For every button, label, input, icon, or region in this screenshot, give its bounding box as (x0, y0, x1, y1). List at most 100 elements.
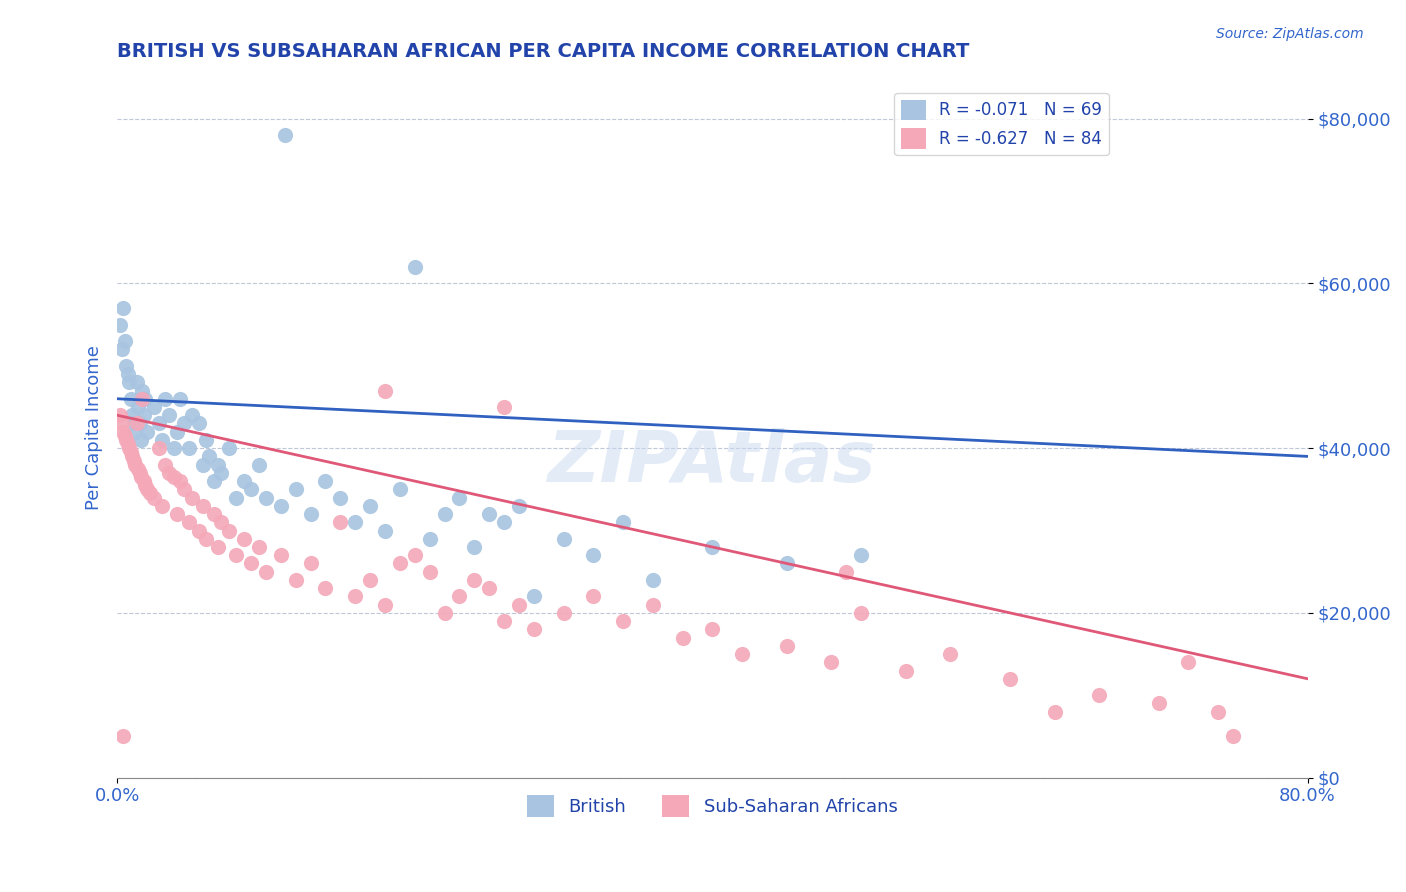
Point (270, 499, 292, 513)
Point (553, 606, 575, 620)
Point (131, 384, 153, 398)
Point (270, 548, 292, 562)
Point (508, 499, 530, 513)
Point (254, 491, 277, 505)
Point (122, 453, 145, 467)
Point (523, 590, 546, 604)
Point (120, 445, 142, 459)
Point (177, 516, 200, 530)
Point (195, 433, 218, 447)
Y-axis label: Per Capita Income: Per Capita Income (86, 345, 103, 510)
Point (121, 450, 143, 464)
Point (188, 524, 211, 538)
Point (134, 478, 156, 492)
Point (449, 491, 471, 505)
Point (247, 540, 270, 554)
Point (1147, 697, 1170, 711)
Point (315, 581, 337, 595)
Point (404, 260, 426, 274)
Point (150, 433, 173, 447)
Point (112, 301, 135, 315)
Point (198, 450, 221, 464)
Point (117, 437, 139, 451)
Point (115, 433, 138, 447)
Point (232, 474, 254, 488)
Point (284, 483, 307, 497)
Point (124, 425, 146, 439)
Point (492, 614, 515, 628)
Point (433, 606, 456, 620)
Point (284, 573, 307, 587)
Point (612, 516, 634, 530)
Point (776, 639, 799, 653)
Point (463, 573, 485, 587)
Point (202, 474, 225, 488)
Point (374, 524, 396, 538)
Point (998, 672, 1021, 686)
Point (112, 425, 135, 439)
Point (315, 474, 337, 488)
Point (388, 557, 411, 571)
Point (108, 408, 131, 422)
Point (114, 334, 136, 348)
Point (131, 392, 153, 406)
Point (127, 400, 149, 414)
Point (254, 565, 277, 579)
Point (114, 429, 136, 443)
Point (612, 614, 634, 628)
Point (202, 507, 225, 521)
Point (148, 417, 170, 431)
Point (163, 470, 186, 484)
Point (492, 516, 515, 530)
Point (218, 441, 240, 455)
Point (173, 417, 195, 431)
Point (582, 548, 605, 562)
Point (1088, 688, 1111, 702)
Point (108, 318, 131, 332)
Point (188, 417, 211, 431)
Point (209, 466, 232, 480)
Point (177, 441, 200, 455)
Point (112, 730, 135, 744)
Point (835, 565, 858, 579)
Point (359, 573, 381, 587)
Point (240, 483, 263, 497)
Point (1222, 730, 1244, 744)
Point (115, 359, 138, 373)
Text: BRITISH VS SUBSAHARAN AFRICAN PER CAPITA INCOME CORRELATION CHART: BRITISH VS SUBSAHARAN AFRICAN PER CAPITA… (117, 42, 970, 61)
Point (344, 516, 367, 530)
Point (1043, 705, 1066, 719)
Point (129, 433, 152, 447)
Point (849, 548, 872, 562)
Text: Source: ZipAtlas.com: Source: ZipAtlas.com (1216, 27, 1364, 41)
Point (478, 581, 501, 595)
Point (129, 470, 152, 484)
Point (419, 565, 441, 579)
Point (582, 590, 605, 604)
Point (120, 392, 142, 406)
Point (359, 499, 381, 513)
Point (1206, 705, 1229, 719)
Point (344, 590, 367, 604)
Point (148, 441, 170, 455)
Point (419, 532, 441, 546)
Point (169, 392, 191, 406)
Point (894, 664, 917, 678)
Point (111, 343, 134, 357)
Point (195, 532, 218, 546)
Point (163, 441, 186, 455)
Point (274, 128, 297, 143)
Point (125, 417, 148, 431)
Point (776, 557, 799, 571)
Point (134, 392, 156, 406)
Point (166, 425, 188, 439)
Point (121, 408, 143, 422)
Point (478, 507, 501, 521)
Point (232, 532, 254, 546)
Point (553, 532, 575, 546)
Point (329, 491, 352, 505)
Point (702, 540, 724, 554)
Point (143, 400, 166, 414)
Point (404, 548, 426, 562)
Point (508, 598, 530, 612)
